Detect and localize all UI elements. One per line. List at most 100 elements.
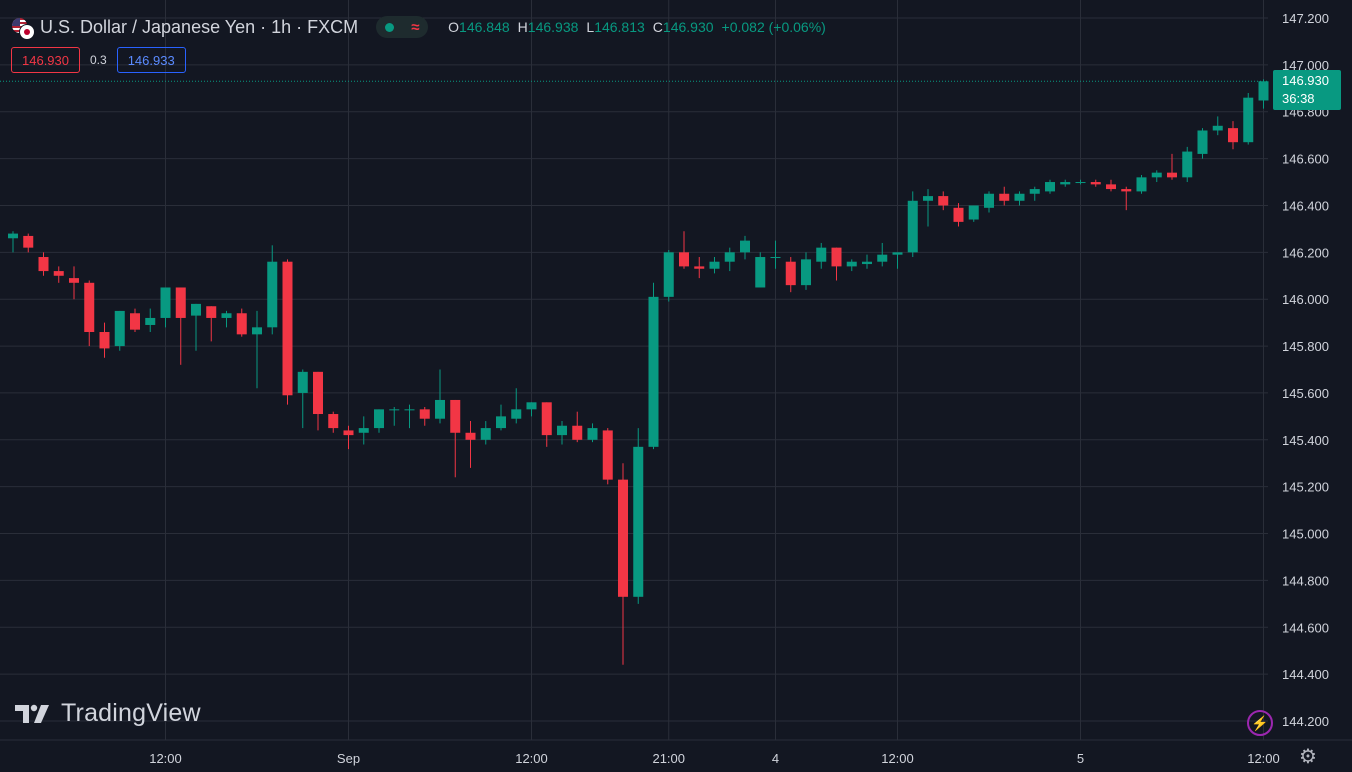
candle bbox=[633, 428, 644, 604]
candle bbox=[709, 257, 720, 274]
candle-body bbox=[709, 261, 720, 269]
candle-body bbox=[526, 402, 537, 410]
candle bbox=[419, 406, 430, 426]
candle bbox=[480, 421, 491, 445]
candle bbox=[343, 425, 354, 450]
candle-body bbox=[206, 306, 217, 318]
candle-body bbox=[1060, 182, 1071, 185]
candle-body bbox=[1197, 130, 1208, 154]
candle bbox=[984, 191, 994, 213]
candle-body bbox=[38, 257, 49, 272]
candle bbox=[968, 205, 979, 222]
candle bbox=[69, 266, 79, 300]
candle bbox=[1228, 121, 1238, 150]
price-tick-label: 145.200 bbox=[1282, 480, 1329, 495]
time-tick-label: 12:00 bbox=[515, 751, 548, 766]
price-tick-label: 145.000 bbox=[1282, 527, 1329, 542]
sell-button[interactable]: 146.930 bbox=[11, 47, 80, 73]
candle-body bbox=[1258, 81, 1269, 101]
candle-body bbox=[53, 271, 64, 276]
candle-body bbox=[618, 479, 628, 597]
candle bbox=[846, 259, 857, 272]
candle-body bbox=[343, 430, 354, 436]
market-status-pill[interactable]: ≈ bbox=[376, 16, 429, 38]
candle bbox=[252, 310, 262, 389]
candle-body bbox=[374, 409, 384, 429]
candle-body bbox=[999, 193, 1010, 201]
candle-body bbox=[480, 428, 491, 440]
price-tick-label: 144.800 bbox=[1282, 573, 1329, 588]
candle-body bbox=[1121, 189, 1132, 192]
candle-body bbox=[282, 261, 293, 396]
market-open-dot-icon bbox=[384, 22, 394, 32]
candle bbox=[358, 416, 369, 445]
candle-body bbox=[1212, 125, 1223, 131]
candle bbox=[694, 257, 705, 279]
candle-body bbox=[679, 252, 689, 267]
candle-body bbox=[1136, 177, 1147, 192]
candle bbox=[84, 280, 95, 347]
candle-body bbox=[1045, 182, 1055, 192]
candle bbox=[953, 203, 964, 227]
delay-icon: ≈ bbox=[411, 18, 420, 36]
gear-icon[interactable]: ⚙ bbox=[1299, 746, 1317, 768]
candle-body bbox=[8, 233, 18, 239]
candle bbox=[770, 240, 781, 269]
candle-body bbox=[160, 287, 171, 318]
candle bbox=[450, 399, 461, 478]
candle-body bbox=[968, 205, 979, 220]
price-tick-label: 145.400 bbox=[1282, 433, 1329, 448]
buy-button[interactable]: 146.933 bbox=[116, 47, 186, 73]
candle bbox=[511, 388, 522, 424]
candle-body bbox=[1228, 128, 1238, 143]
candle bbox=[862, 254, 872, 269]
candle bbox=[1212, 116, 1223, 136]
last-price-value: 146.930 bbox=[1282, 73, 1329, 88]
time-axis[interactable]: 12:00 Sep 12:00 21:00 4 12:00 5 12:00 bbox=[149, 751, 1280, 766]
candle bbox=[785, 257, 796, 293]
candle bbox=[38, 252, 49, 276]
candle-body bbox=[694, 266, 705, 269]
candle bbox=[1136, 175, 1147, 194]
candle-body bbox=[404, 409, 415, 411]
candle bbox=[328, 411, 339, 433]
candle bbox=[313, 371, 323, 431]
candle bbox=[801, 252, 811, 290]
candle-body bbox=[1243, 97, 1254, 143]
candle bbox=[938, 191, 949, 211]
price-tick-label: 146.000 bbox=[1282, 292, 1329, 307]
candle bbox=[282, 259, 293, 405]
tradingview-logo[interactable]: TradingView bbox=[15, 699, 201, 728]
candle bbox=[1045, 179, 1055, 194]
candle bbox=[541, 402, 552, 447]
candle-body bbox=[1106, 184, 1116, 190]
lightning-icon[interactable]: ⚡ bbox=[1247, 710, 1273, 736]
time-tick-label: 4 bbox=[772, 751, 779, 766]
candle-body bbox=[572, 425, 583, 440]
price-axis[interactable]: 147.200147.000146.800146.600146.400146.2… bbox=[1282, 11, 1329, 729]
candle-body bbox=[755, 257, 766, 288]
usd-jpy-flags-icon bbox=[12, 16, 35, 40]
candle bbox=[236, 308, 247, 337]
candle-body bbox=[175, 287, 186, 318]
candle-body bbox=[801, 259, 811, 286]
candle-body bbox=[923, 196, 933, 201]
price-tick-label: 144.600 bbox=[1282, 620, 1329, 635]
candle bbox=[724, 247, 735, 272]
candle-body bbox=[862, 261, 872, 265]
price-tick-label: 147.000 bbox=[1282, 58, 1329, 73]
candle bbox=[191, 303, 201, 351]
candle-body bbox=[1151, 172, 1162, 178]
tradingview-logo-icon bbox=[15, 704, 49, 723]
time-tick-label: 12:00 bbox=[149, 751, 182, 766]
candle bbox=[648, 282, 659, 450]
candle-body bbox=[877, 254, 888, 262]
candle-body bbox=[419, 409, 430, 419]
ohlc-legend: O 146.848 H 146.938 L 146.813 C 146.930 +0.0… bbox=[448, 19, 826, 35]
time-tick-label: Sep bbox=[337, 751, 360, 766]
candle bbox=[267, 245, 278, 335]
candle bbox=[557, 421, 567, 445]
symbol-title[interactable]: U.S. Dollar / Japanese Yen · 1h · FXCM bbox=[40, 16, 359, 37]
candle-body bbox=[1182, 151, 1193, 178]
